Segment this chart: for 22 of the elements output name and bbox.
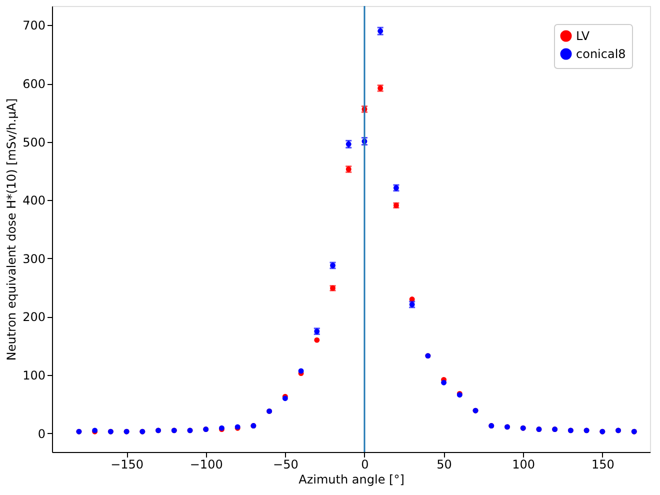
y-tick-label: 0 <box>38 426 46 441</box>
x-tick-label: −100 <box>190 458 223 472</box>
x-tick-label: −150 <box>110 458 144 472</box>
y-tick-label: 700 <box>22 18 46 33</box>
y-tick-label: 200 <box>22 310 46 324</box>
y-tick-label: 300 <box>22 252 46 266</box>
y-tick-label: 600 <box>22 77 46 92</box>
point <box>441 380 447 386</box>
y-axis-title: Neutron equivalent dose H*(10) [mSv/h.μA] <box>4 98 19 361</box>
x-tick-label: 50 <box>436 458 452 472</box>
y-tick-label: 400 <box>22 194 46 208</box>
point <box>314 337 320 343</box>
x-tick-label: 0 <box>361 458 369 472</box>
x-tick-label: 100 <box>512 458 536 472</box>
x-axis-title: Azimuth angle [°] <box>298 472 404 486</box>
legend-label: conical8 <box>576 47 626 61</box>
y-tick-label: 100 <box>22 368 46 383</box>
legend-label: LV <box>576 29 590 43</box>
point <box>298 368 304 374</box>
x-tick-label: −50 <box>273 458 298 472</box>
y-tick-label: 500 <box>22 135 46 150</box>
x-tick-label: 150 <box>591 458 614 472</box>
